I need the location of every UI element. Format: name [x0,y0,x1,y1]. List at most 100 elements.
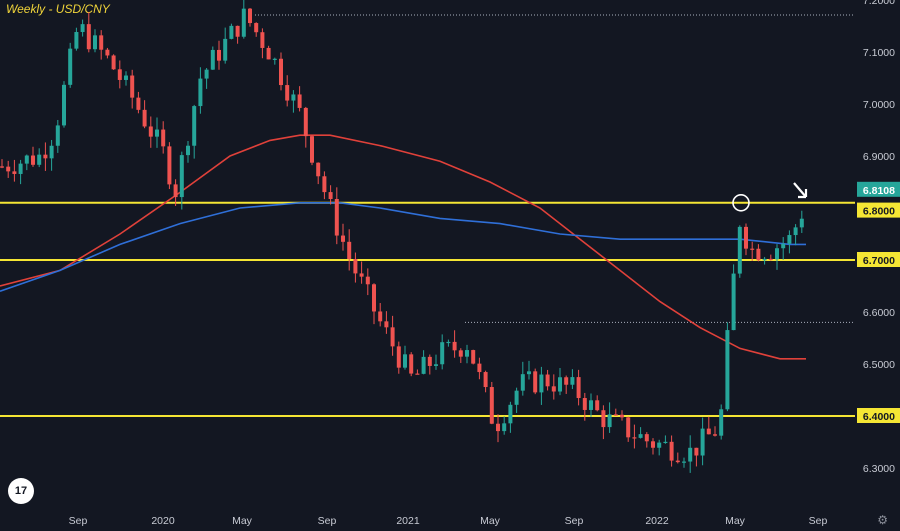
candle [316,162,321,185]
candle [682,457,686,468]
candle-body [136,97,141,110]
candle-body [55,125,60,146]
candle [229,23,234,40]
candle [55,119,60,153]
candle [105,47,110,59]
candle-body [527,371,531,375]
candle [210,46,215,70]
candle-body [167,146,172,185]
candle [564,375,569,394]
candle [775,244,779,270]
candle-body [607,414,612,428]
candle-body [657,442,662,448]
candle [192,104,197,159]
candle [62,81,66,128]
candle-body [520,374,525,391]
candle [427,354,432,375]
candle [186,141,190,163]
y-tick-label: 6.6000 [863,307,895,319]
candle-body [303,107,308,137]
candle [799,210,804,233]
candle-body [316,162,321,177]
candle [297,86,302,112]
candle-body [322,176,327,193]
candle [80,19,85,37]
candle [272,57,277,65]
candle-body [781,243,786,249]
level-badge [857,252,900,267]
candle-body [558,377,562,392]
candle-body [421,356,426,374]
candle-body [179,155,184,198]
candle [434,354,438,370]
candle-body [105,49,110,56]
candle-body [595,400,600,411]
candle [285,75,290,107]
candle-body [514,390,519,405]
x-tick-label: May [480,515,501,527]
candle-body [576,377,581,399]
candle-body [148,126,153,137]
candle-body [93,35,97,50]
candle [706,416,711,435]
candle [179,151,184,210]
candle [502,416,507,435]
candle-body [111,55,116,70]
candle-body [570,377,575,385]
candle-body [731,273,736,331]
chart-title: Weekly - USD/CNY [6,2,110,16]
candle [24,154,29,171]
candle [198,67,203,114]
candle [576,369,581,406]
candle-body [582,398,587,410]
candle-body [365,276,370,285]
candle-body [725,330,730,410]
candle [793,224,798,246]
candle [279,52,283,91]
candle [266,45,271,60]
candle-body [155,129,159,137]
candle-body [235,25,240,37]
candle-body [638,434,643,438]
candle-body [477,363,482,373]
candle-body [24,155,29,164]
candle-body [787,235,792,244]
candle-body [37,154,42,165]
candle-body [390,327,395,347]
candle-body [266,47,271,60]
candle [148,116,153,148]
candle [744,223,748,256]
last-price-badge [857,181,900,197]
candle-body [272,58,277,60]
candle-body [626,417,631,438]
candle [18,159,23,185]
candle [694,447,699,467]
candle-body [80,24,85,33]
candle-body [620,414,624,418]
candle [688,435,693,473]
tradingview-logo[interactable]: 17 [8,478,34,504]
candle [483,370,488,393]
level-badge [857,408,900,423]
candle-body [74,32,79,49]
candle-body [533,371,538,393]
candle [545,369,550,391]
candle [68,42,73,88]
candle [638,427,643,439]
candle [291,90,296,113]
candle [396,341,401,374]
candle-body [502,423,507,432]
candle [142,100,147,129]
candle [496,414,500,443]
candle-body [756,248,761,261]
candle [155,117,159,148]
candle [675,452,680,464]
gear-icon[interactable]: ⚙ [877,513,888,527]
candle-body [359,273,364,277]
moving-average-blue [0,202,806,292]
candle-body [86,24,91,50]
candle [0,159,4,169]
candle [452,330,457,358]
